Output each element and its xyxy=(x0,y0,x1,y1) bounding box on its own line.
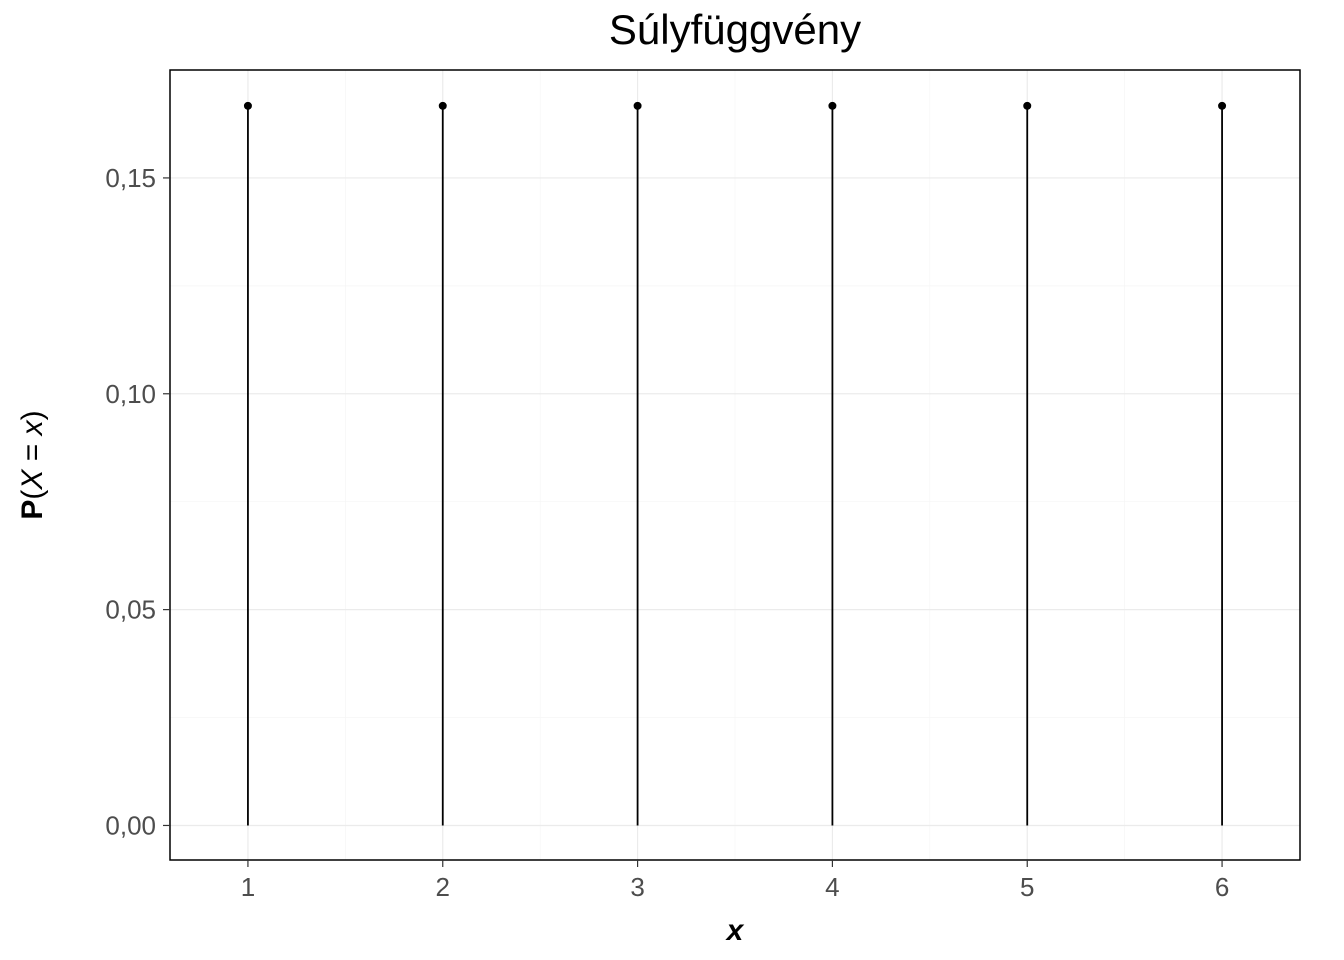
x-tick-label: 3 xyxy=(630,872,644,902)
chart-container: 1 2 3 4 5 6 0,00 0,05 0,10 0,15 Súlyfüggvény x P(X =… xyxy=(0,0,1344,960)
y-axis-title: P(X = x) xyxy=(16,410,49,519)
chart-svg: 1 2 3 4 5 6 0,00 0,05 0,10 0,15 Súlyfüggvény x P(X =… xyxy=(0,0,1344,960)
stem-point xyxy=(439,102,447,110)
chart-title: Súlyfüggvény xyxy=(609,6,861,53)
x-tick-label: 2 xyxy=(436,872,450,902)
stem-point xyxy=(1218,102,1226,110)
y-tick-label: 0,15 xyxy=(105,163,156,193)
stem-point xyxy=(1023,102,1031,110)
y-tick-label: 0,10 xyxy=(105,379,156,409)
x-tick-label: 4 xyxy=(825,872,839,902)
x-tick-label: 5 xyxy=(1020,872,1034,902)
y-axis-title-text: P(X = x) xyxy=(16,410,49,519)
y-tick-label: 0,05 xyxy=(105,595,156,625)
stem-point xyxy=(634,102,642,110)
x-tick-label: 1 xyxy=(241,872,255,902)
x-axis-title: x xyxy=(725,914,745,947)
stem-point xyxy=(828,102,836,110)
x-tick-label: 6 xyxy=(1215,872,1229,902)
y-tick-label: 0,00 xyxy=(105,810,156,840)
stem-point xyxy=(244,102,252,110)
